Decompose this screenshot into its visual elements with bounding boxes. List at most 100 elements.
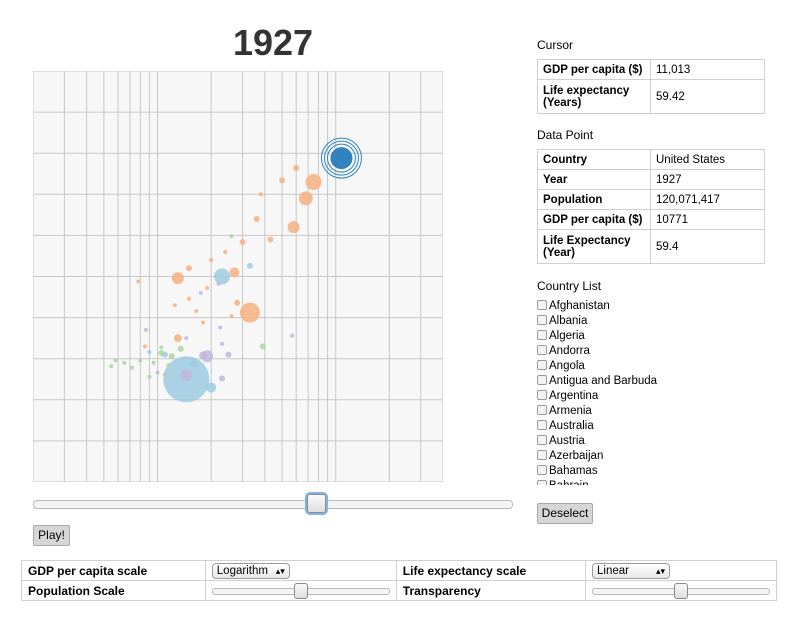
country-list-item[interactable]: Angola [537,359,737,374]
data-point [205,286,210,291]
data-point [109,364,114,369]
table-row: Life Expectancy (Year) 59.4 [537,229,765,264]
gdp-value: 10771 [650,209,765,230]
data-point [287,221,300,234]
cursor-gdp-label: GDP per capita ($) [537,59,651,80]
data-point [172,303,177,308]
data-point [229,267,240,278]
data-point [293,164,300,171]
data-point [218,375,225,382]
year-label: Year [537,169,651,190]
country-value: United States [650,149,765,170]
year-title: 1927 [232,22,314,63]
country-checkbox[interactable] [537,465,547,475]
life-expectancy-label: Life Expectancy (Year) [537,229,651,264]
country-list-item[interactable]: Azerbaijan [537,449,737,464]
country-checkbox[interactable] [537,360,547,370]
country-label: Albania [549,315,588,327]
country-list[interactable]: Afghanistan Albania Algeria Andorra Angola An… [537,299,737,485]
country-list-item[interactable]: Algeria [537,329,737,344]
gdp-scale-value: Logarithm [216,564,268,577]
country-label: Country [537,149,651,170]
country-label: Antigua and Barbuda [549,375,658,387]
data-point [194,309,199,314]
population-scale-handle[interactable] [293,582,308,599]
country-checkbox[interactable] [537,450,547,460]
transparency-cell [585,580,777,601]
data-point [290,333,295,338]
data-point [206,382,217,393]
transparency-handle[interactable] [674,582,688,599]
country-label: Bahamas [549,465,598,477]
data-point [229,234,234,239]
controls-table: GDP per capita scale Logarithm ▴▾ Life ex… [21,560,777,601]
data-point [159,345,164,350]
play-button[interactable]: Play! [33,525,70,546]
data-point [267,236,274,243]
bubble-chart[interactable] [33,71,443,482]
data-point [189,358,198,367]
gdp-scale-select[interactable]: Logarithm ▴▾ [211,562,290,579]
data-point [258,192,263,197]
country-checkbox[interactable] [537,330,547,340]
data-point [218,325,223,330]
country-label: Afghanistan [549,300,610,312]
population-scale-slider[interactable] [211,582,390,599]
country-list-item[interactable]: Albania [537,314,737,329]
country-list-item[interactable]: Bahamas [537,464,737,479]
country-list-item[interactable]: Antigua and Barbuda [537,374,737,389]
selection-ring [320,137,362,179]
country-checkbox[interactable] [537,375,547,385]
data-point [142,344,147,349]
transparency-label: Transparency [395,580,587,601]
population-value: 120,071,417 [650,189,765,210]
country-list-heading: Country List [537,279,602,293]
cursor-table: GDP per capita ($) 11,013 Life expectanc… [537,59,765,114]
country-label: Armenia [549,405,592,417]
data-point [185,265,192,272]
country-label: Austria [549,435,585,447]
country-checkbox[interactable] [537,480,547,485]
data-point [213,268,230,285]
data-point [229,313,234,318]
country-list-item[interactable]: Bahrain [537,479,737,485]
table-row: Population Scale Transparency [21,580,777,601]
country-list-item[interactable]: Austria [537,434,737,449]
data-point [186,296,191,301]
transparency-slider[interactable] [592,582,770,599]
data-point-heading: Data Point [537,128,594,142]
country-list-item[interactable]: Australia [537,419,737,434]
data-point [130,365,135,370]
country-label: Azerbaijan [549,450,604,462]
data-point [219,341,224,346]
life-scale-select[interactable]: Linear ▴▾ [592,562,670,579]
country-checkbox[interactable] [537,405,547,415]
data-point [184,336,189,341]
country-list-item[interactable]: Argentina [537,389,737,404]
gdp-label: GDP per capita ($) [537,209,651,230]
country-label: Bahrain [549,480,589,485]
country-list-item[interactable]: Armenia [537,404,737,419]
data-point [180,369,193,382]
cursor-gdp-value: 11,013 [650,59,765,80]
data-point [216,281,221,286]
table-row: GDP per capita ($) 11,013 [537,59,765,80]
country-checkbox[interactable] [537,315,547,325]
country-list-item[interactable]: Andorra [537,344,737,359]
country-checkbox[interactable] [537,300,547,310]
country-checkbox[interactable] [537,420,547,430]
country-list-item[interactable]: Afghanistan [537,299,737,314]
country-checkbox[interactable] [537,390,547,400]
updown-arrow-icon: ▴▾ [275,565,285,576]
country-checkbox[interactable] [537,345,547,355]
data-point [122,360,127,365]
year-slider-handle[interactable] [307,494,326,513]
data-point [298,191,313,206]
data-point [198,290,203,295]
deselect-button[interactable]: Deselect [537,503,593,524]
data-point [143,327,148,332]
data-point [171,272,184,285]
country-checkbox[interactable] [537,435,547,445]
gdp-scale-label: GDP per capita scale [21,560,206,581]
year-slider-track[interactable] [33,500,513,509]
